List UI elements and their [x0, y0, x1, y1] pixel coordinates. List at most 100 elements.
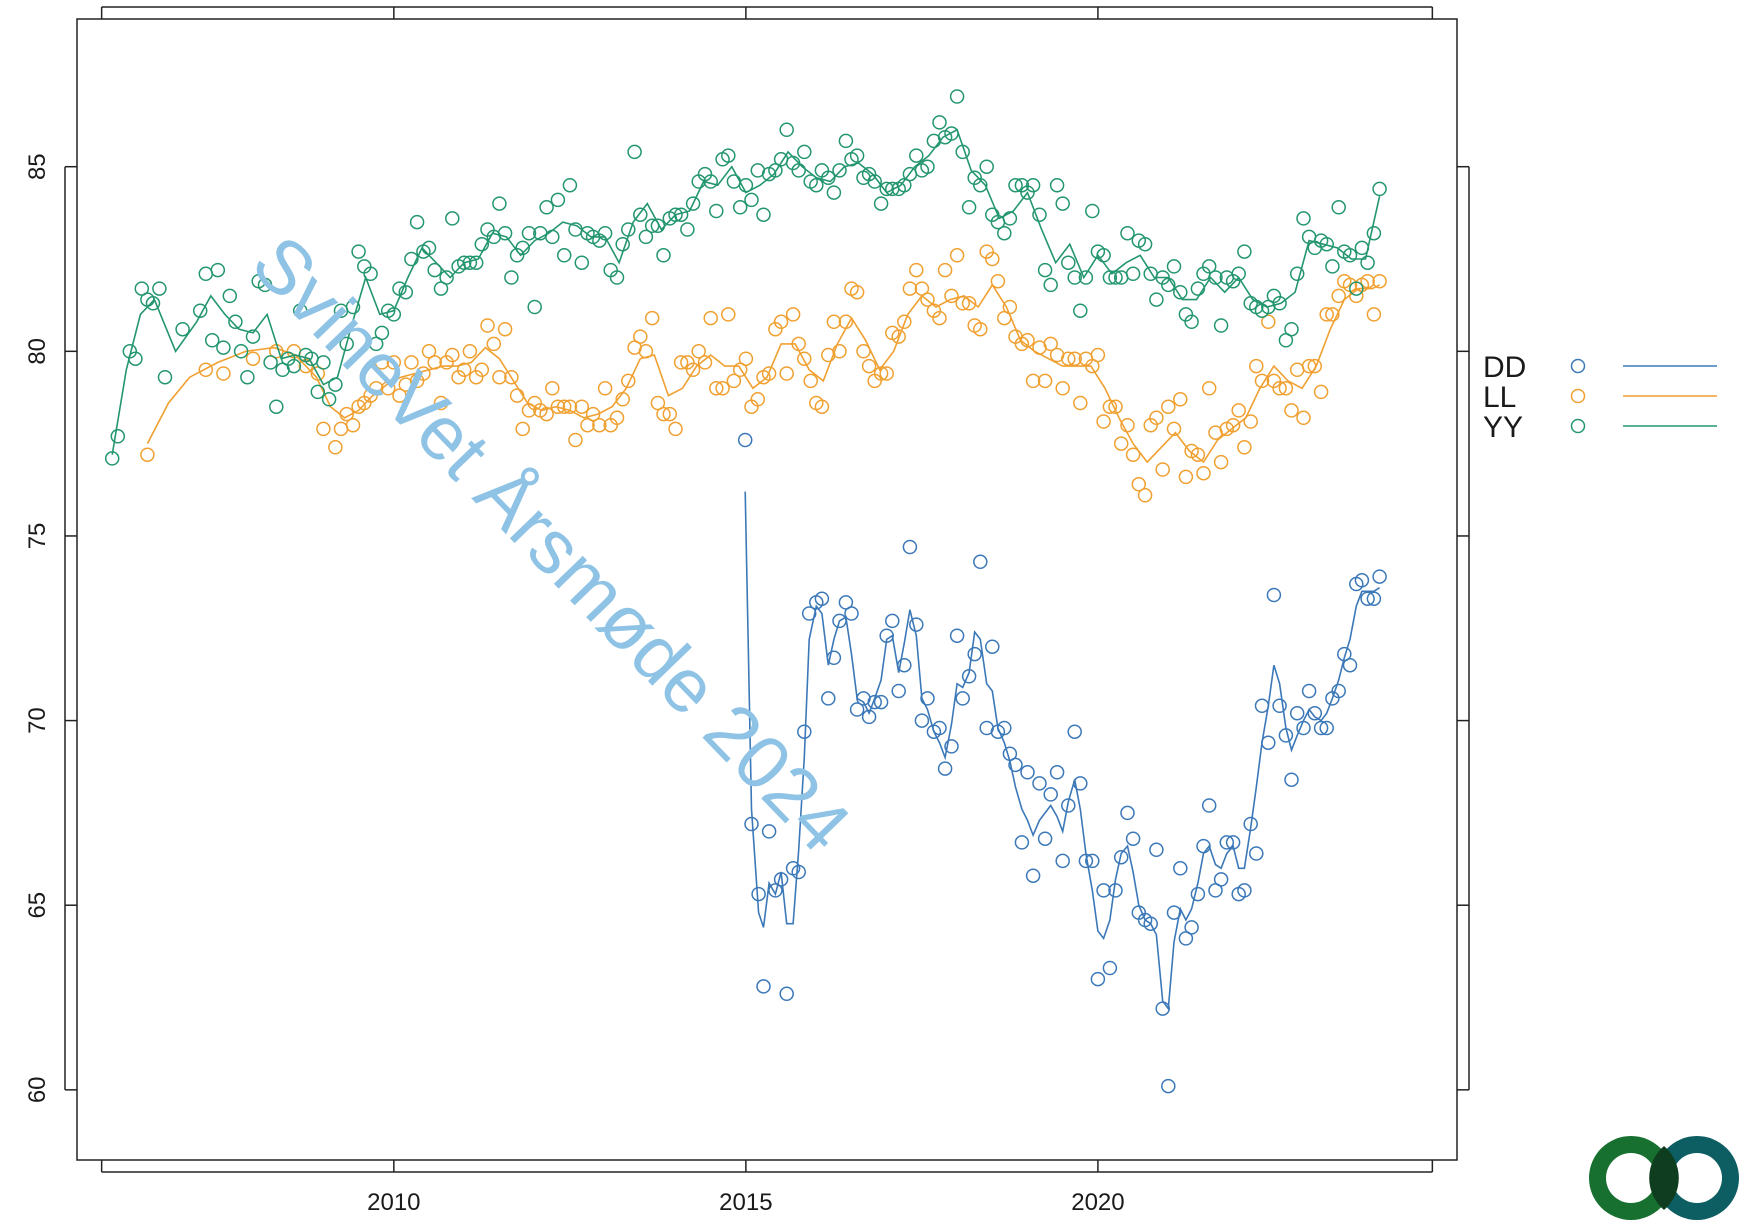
- data-point: [879, 181, 894, 197]
- data-point: [849, 702, 865, 717]
- data-point: [920, 691, 935, 706]
- data-point: [128, 351, 143, 366]
- data-point: [451, 369, 466, 385]
- data-point: [1243, 816, 1258, 832]
- data-point: [1289, 705, 1305, 721]
- data-point: [1272, 296, 1287, 311]
- data-point: [826, 650, 842, 666]
- data-point: [1342, 657, 1358, 673]
- data-point: [597, 381, 613, 396]
- data-point: [404, 251, 419, 267]
- data-point: [1313, 384, 1329, 400]
- data-point: [562, 177, 578, 193]
- data-point: [585, 406, 601, 422]
- plot-frame: [76, 18, 1458, 1161]
- data-point: [644, 218, 660, 234]
- data-point: [891, 683, 906, 699]
- data-point: [1102, 960, 1118, 976]
- data-point: [240, 369, 255, 385]
- data-point: [1213, 454, 1229, 470]
- data-point: [873, 694, 889, 710]
- data-point: [1201, 381, 1217, 396]
- x-tick-label: 2020: [1071, 1189, 1124, 1216]
- data-point: [1061, 351, 1076, 366]
- data-point: [1289, 362, 1305, 378]
- data-point: [1073, 303, 1088, 318]
- data-point: [909, 617, 924, 632]
- data-point: [539, 200, 554, 215]
- data-point: [1173, 861, 1188, 876]
- data-point: [1155, 270, 1170, 285]
- data-point: [949, 628, 965, 643]
- data-point: [1032, 207, 1047, 222]
- data-point: [509, 388, 525, 403]
- data-point: [110, 429, 126, 444]
- data-point: [1061, 255, 1076, 270]
- data-point: [1201, 259, 1217, 274]
- data-point: [1278, 381, 1294, 396]
- data-point: [1190, 886, 1206, 902]
- data-point: [1301, 683, 1317, 699]
- data-point: [574, 399, 590, 414]
- data-point: [673, 207, 689, 222]
- data-point: [1043, 277, 1058, 293]
- y-tick-label: 80: [24, 338, 51, 365]
- data-point: [539, 406, 554, 422]
- data-point: [1173, 392, 1188, 407]
- data-point: [1085, 203, 1100, 219]
- data-point: [873, 366, 889, 381]
- data-point: [504, 270, 519, 285]
- data-point: [791, 864, 806, 880]
- data-point: [1307, 358, 1323, 374]
- data-point: [932, 310, 947, 326]
- data-point: [821, 691, 836, 706]
- data-point: [404, 355, 419, 370]
- data-point: [497, 225, 513, 241]
- data-point: [920, 292, 935, 307]
- data-point: [592, 417, 607, 433]
- data-point: [310, 384, 326, 400]
- data-point: [368, 381, 384, 396]
- data-point: [545, 381, 560, 396]
- data-point: [937, 761, 953, 776]
- data-point: [1078, 270, 1094, 285]
- data-point: [914, 713, 930, 728]
- data-point: [1149, 292, 1164, 307]
- series-line: [744, 491, 1381, 1011]
- data-point: [801, 606, 817, 621]
- data-point: [609, 270, 625, 285]
- data-point: [1090, 347, 1106, 363]
- data-point: [768, 163, 783, 178]
- data-point: [1360, 255, 1375, 270]
- data-point: [486, 336, 502, 352]
- data-point: [615, 236, 630, 252]
- data-point: [1155, 1001, 1170, 1016]
- data-point: [1178, 469, 1194, 485]
- data-point: [562, 399, 578, 414]
- data-point: [797, 144, 812, 160]
- data-point: [1190, 447, 1206, 462]
- data-point: [269, 399, 284, 414]
- data-point: [374, 355, 390, 370]
- data-point: [1025, 177, 1041, 193]
- data-point: [821, 170, 836, 186]
- data-point: [985, 207, 1000, 222]
- data-point: [1289, 266, 1305, 282]
- data-point: [1002, 299, 1018, 315]
- data-point: [1166, 905, 1182, 920]
- data-point: [961, 200, 977, 215]
- data-point: [1055, 196, 1070, 211]
- data-point: [832, 613, 847, 629]
- data-point: [979, 159, 994, 174]
- data-point: [409, 214, 425, 230]
- data-point: [1120, 805, 1135, 821]
- data-point: [263, 355, 278, 370]
- data-point: [363, 388, 378, 403]
- data-point: [1360, 591, 1375, 606]
- data-point: [621, 222, 636, 237]
- data-point: [1249, 358, 1264, 374]
- data-point: [233, 344, 249, 359]
- data-point: [1161, 277, 1176, 293]
- data-point: [650, 218, 666, 234]
